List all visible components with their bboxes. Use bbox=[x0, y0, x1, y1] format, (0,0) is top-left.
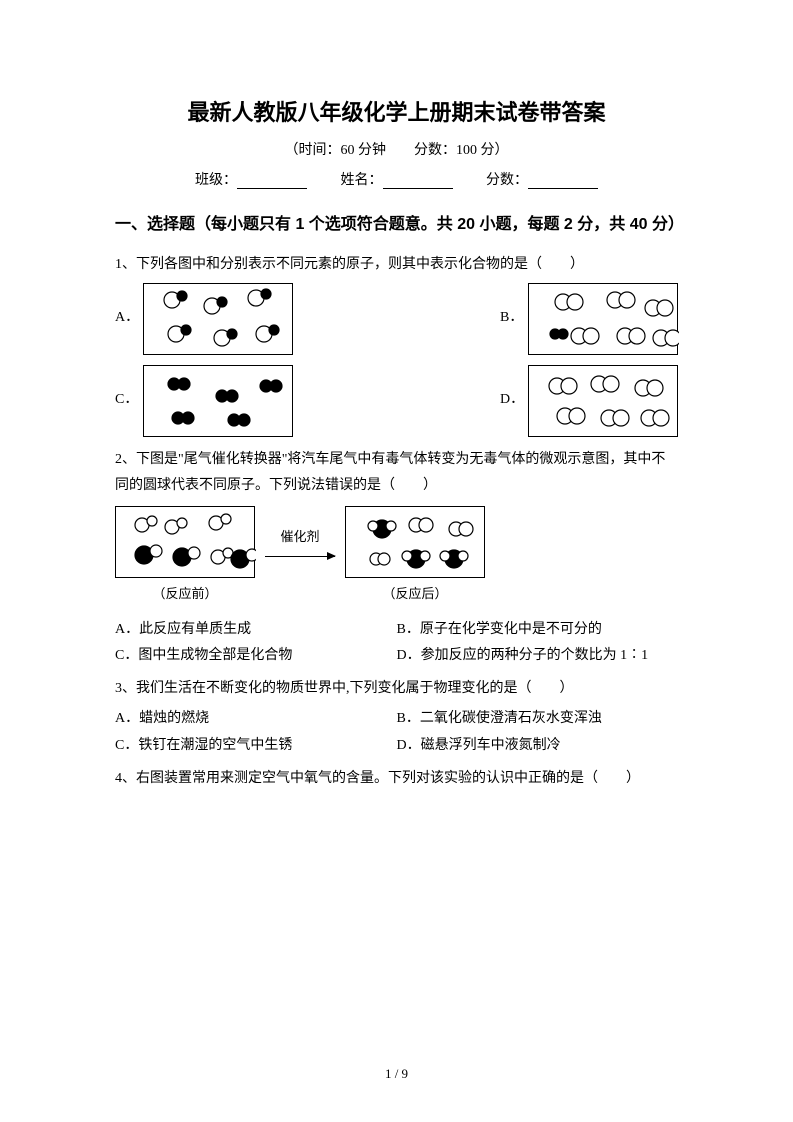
q1-box-c bbox=[143, 365, 293, 437]
blank-class bbox=[237, 175, 307, 189]
q2-arrow: 催化剂 bbox=[255, 527, 345, 557]
question-4: 4、右图装置常用来测定空气中氧气的含量。下列对该实验的认识中正确的是（ ） bbox=[115, 766, 678, 793]
q2-labels: （反应前） （反应后） bbox=[115, 582, 678, 607]
section-1-header: 一、选择题（每小题只有 1 个选项符合题意。共 20 小题，每题 2 分，共 4… bbox=[115, 207, 678, 242]
q1-label-b: B． bbox=[500, 305, 528, 332]
q1-label-a: A． bbox=[115, 305, 143, 332]
q1-text: 1、下列各图中和分别表示不同元素的原子，则其中表示化合物的是（ ） bbox=[115, 252, 678, 279]
q1-row-cd: C． D． bbox=[115, 365, 678, 437]
q1-box-b bbox=[528, 283, 678, 355]
q3-opt-b: B．二氧化碳使澄清石灰水变浑浊 bbox=[397, 706, 679, 733]
q1-box-a bbox=[143, 283, 293, 355]
q2-opt-c: C．图中生成物全部是化合物 bbox=[115, 643, 397, 670]
q2-box-before bbox=[115, 506, 255, 578]
q2-opt-b: B．原子在化学变化中是不可分的 bbox=[397, 617, 679, 644]
blank-score bbox=[528, 175, 598, 189]
question-3: 3、我们生活在不断变化的物质世界中,下列变化属于物理变化的是（ ） A．蜡烛的燃… bbox=[115, 676, 678, 760]
q2-text: 2、下图是"尾气催化转换器"将汽车尾气中有毒气体转变为无毒气体的微观示意图，其中… bbox=[115, 447, 678, 500]
q2-before-label: （反应前） bbox=[115, 582, 255, 607]
q1-row-ab: A． B． bbox=[115, 283, 678, 355]
label-class: 班级： bbox=[195, 173, 237, 188]
q2-after-label: （反应后） bbox=[345, 582, 485, 607]
info-line: 班级： 姓名： 分数： bbox=[115, 169, 678, 189]
q2-options: A．此反应有单质生成 B．原子在化学变化中是不可分的 C．图中生成物全部是化合物… bbox=[115, 617, 678, 670]
q2-diagram: 催化剂 bbox=[115, 506, 678, 578]
q2-opt-d: D．参加反应的两种分子的个数比为 1∶1 bbox=[397, 643, 679, 670]
doc-subtitle: （时间：60 分钟 分数：100 分） bbox=[115, 139, 678, 159]
q3-options: A．蜡烛的燃烧 B．二氧化碳使澄清石灰水变浑浊 C．铁钉在潮湿的空气中生锈 D．… bbox=[115, 706, 678, 759]
q1-label-d: D． bbox=[500, 387, 528, 414]
q2-arrow-label: 催化剂 bbox=[280, 529, 319, 544]
question-2: 2、下图是"尾气催化转换器"将汽车尾气中有毒气体转变为无毒气体的微观示意图，其中… bbox=[115, 447, 678, 670]
q2-opt-a: A．此反应有单质生成 bbox=[115, 617, 397, 644]
doc-title: 最新人教版八年级化学上册期末试卷带答案 bbox=[115, 95, 678, 127]
q3-opt-c: C．铁钉在潮湿的空气中生锈 bbox=[115, 733, 397, 760]
q3-opt-d: D．磁悬浮列车中液氮制冷 bbox=[397, 733, 679, 760]
label-score: 分数： bbox=[486, 173, 528, 188]
q2-box-after bbox=[345, 506, 485, 578]
question-1: 1、下列各图中和分别表示不同元素的原子，则其中表示化合物的是（ ） A． B． … bbox=[115, 252, 678, 437]
q1-box-d bbox=[528, 365, 678, 437]
blank-name bbox=[383, 175, 453, 189]
q3-opt-a: A．蜡烛的燃烧 bbox=[115, 706, 397, 733]
label-name: 姓名： bbox=[341, 173, 383, 188]
q3-text: 3、我们生活在不断变化的物质世界中,下列变化属于物理变化的是（ ） bbox=[115, 676, 678, 703]
q4-text: 4、右图装置常用来测定空气中氧气的含量。下列对该实验的认识中正确的是（ ） bbox=[115, 766, 678, 793]
q1-label-c: C． bbox=[115, 387, 143, 414]
page-number: 1 / 9 bbox=[0, 1066, 793, 1082]
